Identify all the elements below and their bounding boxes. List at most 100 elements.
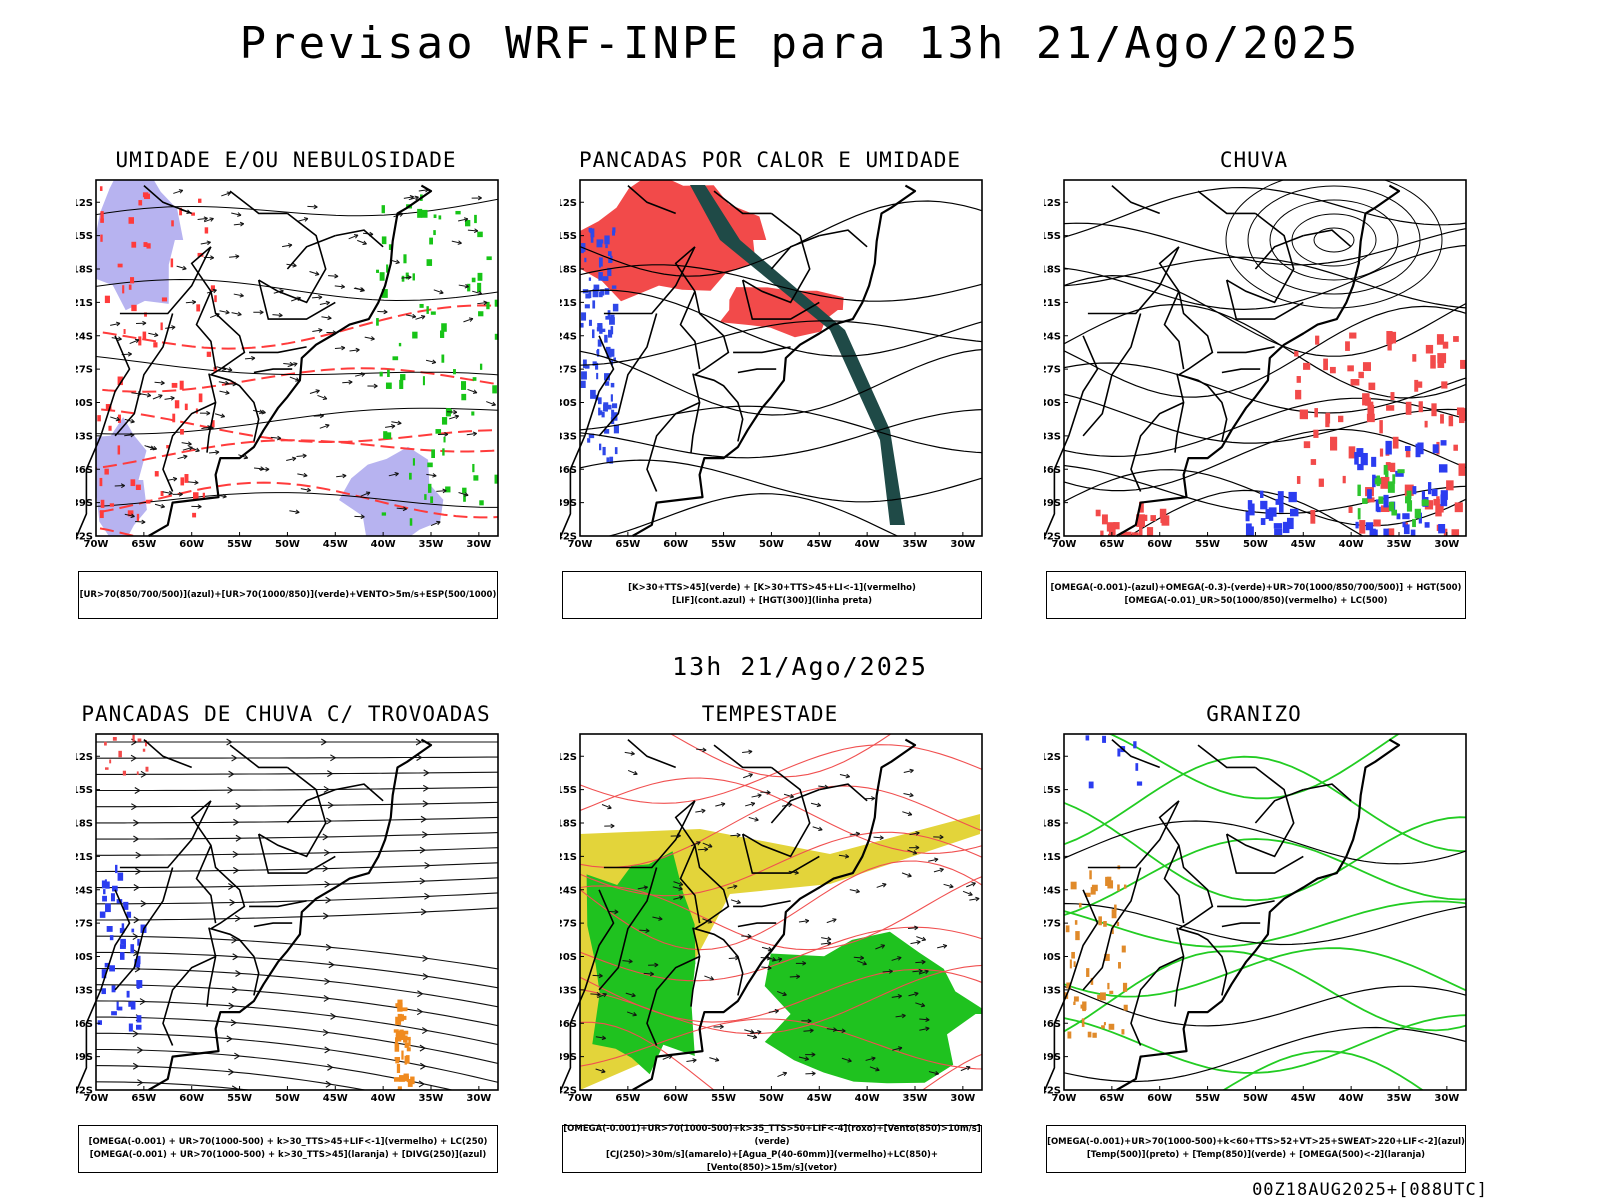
- border-line: [1254, 788, 1304, 824]
- arrow-shaft: [388, 472, 399, 477]
- red-contour: [160, 322, 163, 331]
- lif-contour: [588, 319, 592, 326]
- rain-area: [1310, 459, 1317, 465]
- temp850-contour: [1064, 801, 1466, 902]
- red-contour: [100, 499, 105, 508]
- temp850-contour: [1064, 947, 1466, 998]
- streamline-arrow: [228, 770, 235, 778]
- panel-tempestade: TEMPESTADE 12S15S18S21S24S27S30S33S36S39…: [560, 702, 1000, 1182]
- green-contour: [494, 474, 498, 484]
- lat-tick-label: 18S: [1044, 819, 1061, 830]
- border-line: [335, 783, 384, 802]
- storm-area: [144, 740, 147, 747]
- border-line: [114, 313, 174, 437]
- borders: [560, 738, 868, 1091]
- border-line: [713, 190, 772, 215]
- streamline-arrow: [419, 846, 427, 854]
- wind-vector: [177, 454, 188, 460]
- wind-vector: [244, 355, 256, 361]
- pressure-line: [96, 355, 498, 376]
- red-contour: [109, 503, 115, 507]
- forecast-time-label: 13h 21/Ago/2025: [672, 652, 928, 681]
- water-contour: [580, 860, 982, 951]
- wind-vector: [181, 441, 192, 447]
- rain-area: [1160, 509, 1165, 523]
- lif-contour: [602, 276, 609, 281]
- red-contour: [146, 243, 151, 249]
- arrow-head: [748, 773, 753, 778]
- rain-area: [1323, 358, 1328, 371]
- border-line: [741, 279, 820, 320]
- wind-vector: [270, 435, 282, 441]
- border-line: [286, 234, 336, 270]
- rain-area: [1136, 514, 1145, 527]
- water-contour: [580, 1021, 982, 1090]
- wind-vector: [287, 362, 298, 368]
- arrow-shaft: [486, 401, 496, 406]
- streamline-arrow: [229, 899, 236, 906]
- arrow-shaft: [426, 473, 437, 477]
- wind-vector: [627, 769, 638, 776]
- legend-line: [OMEGA(-0.01)_UR>50(1000/850)(vermelho) …: [1124, 596, 1388, 606]
- wind-vector: [789, 974, 801, 979]
- streamline: [96, 771, 498, 775]
- wind-vector: [231, 212, 242, 217]
- wind-vector: [595, 1035, 606, 1041]
- wind-vector: [673, 895, 684, 900]
- omega-strong-area: [1406, 500, 1413, 512]
- border-line: [1303, 229, 1352, 248]
- wind-vector: [801, 1018, 812, 1024]
- border-line: [1082, 313, 1142, 437]
- lat-tick-label: 36S: [560, 465, 577, 476]
- lat-tick-label: 18S: [76, 265, 93, 276]
- streamline-arrow: [139, 998, 147, 1006]
- arrow-shaft: [458, 218, 469, 222]
- lon-tick-label: 50W: [759, 1093, 784, 1104]
- arrow-head: [168, 490, 173, 496]
- arrow-shaft: [467, 229, 478, 232]
- lat-tick-label: 42S: [76, 532, 93, 543]
- streamline-arrow: [424, 861, 431, 869]
- arrow-head: [292, 456, 297, 462]
- lon-tick-label: 70W: [84, 1093, 109, 1104]
- arrow-head: [409, 195, 415, 200]
- lon-tick-label: 30W: [950, 1093, 975, 1104]
- border-line: [1225, 279, 1304, 320]
- border-line: [627, 184, 676, 215]
- streamline-arrow: [137, 1079, 144, 1087]
- arrow-head: [844, 853, 850, 859]
- wind-vector: [743, 773, 753, 779]
- divergence-area: [106, 926, 113, 932]
- storm-area: [142, 748, 146, 752]
- omega-area: [1278, 502, 1284, 513]
- arrow-head: [920, 1002, 926, 1008]
- arrow-head: [154, 332, 159, 338]
- streamline-arrow: [235, 834, 242, 842]
- wind-vector: [463, 317, 474, 323]
- border-line: [646, 955, 700, 1046]
- wind-vector: [319, 300, 331, 306]
- arrow-shaft: [869, 1066, 880, 1071]
- lif-contour: [603, 402, 609, 406]
- wind-vector: [919, 1017, 930, 1022]
- arrow-shaft: [742, 750, 753, 753]
- omega-area: [1109, 990, 1114, 995]
- height-contour: [580, 289, 982, 357]
- omega-area: [1365, 522, 1374, 531]
- arrow-head: [315, 389, 320, 394]
- arrow-shaft: [298, 218, 309, 222]
- lat-tick-label: 30S: [1044, 952, 1061, 963]
- arrow-shaft: [592, 974, 603, 977]
- arrow-shaft: [601, 804, 612, 809]
- height-contour: [1064, 464, 1466, 515]
- border-line: [257, 279, 336, 320]
- arrow-head: [303, 472, 308, 478]
- green-contour: [417, 208, 423, 218]
- border-line: [206, 373, 217, 453]
- arrow-shaft: [730, 834, 741, 837]
- rain-area: [1373, 519, 1381, 527]
- storm-area: [397, 1086, 402, 1090]
- omega-area: [1070, 881, 1077, 890]
- arrow-shaft: [467, 388, 478, 394]
- green-contour: [433, 214, 437, 219]
